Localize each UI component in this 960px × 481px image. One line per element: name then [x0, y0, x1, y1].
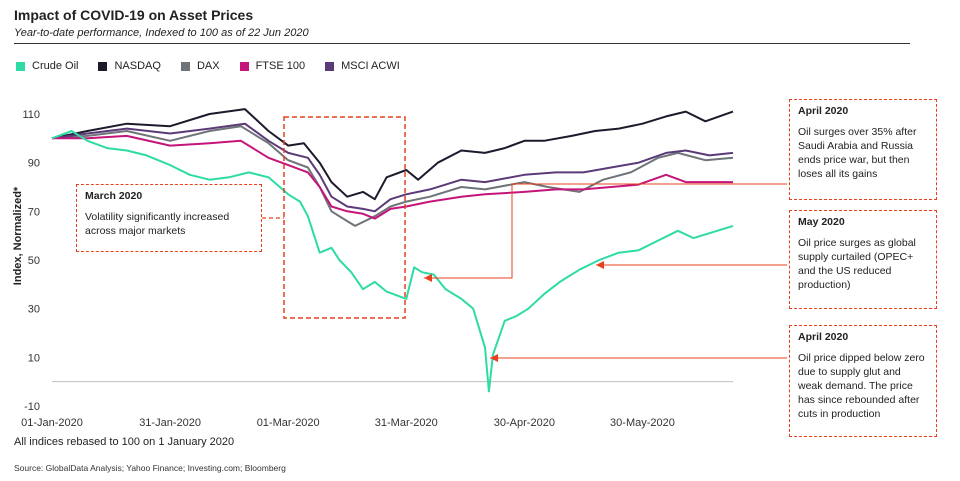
legend-item-nasdaq: NASDAQ [98, 60, 161, 72]
x-tick-labels: 01-Jan-2020 31-Jan-2020 01-Mar-2020 31-Mar-… [21, 417, 675, 429]
annotation-text: Oil price dipped below zero due to suppl… [798, 352, 925, 420]
annotation-text: Volatility significantly increased acros… [85, 211, 230, 237]
oil-surge-connector [424, 183, 787, 279]
y-tick-label: 70 [28, 206, 40, 218]
y-tick-label: 90 [28, 158, 40, 170]
annotation-title: March 2020 [85, 190, 143, 202]
y-axis-label: Index, Normalized* [12, 186, 24, 285]
oil-surge-arrowhead [424, 274, 432, 282]
march-volatility-highlight [283, 116, 406, 319]
x-tick-label: 01-Jan-2020 [21, 417, 83, 429]
footnote: All indices rebased to 100 on 1 January … [14, 436, 235, 448]
source-note: Source: GlobalData Analysis; Yahoo Finan… [14, 463, 286, 473]
annotation-title: April 2020 [798, 331, 849, 343]
annotation-april-2020-oil-surge: April 2020 Oil surges over 35% after Sau… [789, 99, 937, 200]
y-axis-title: Index, Normalized* [12, 186, 24, 285]
series-line-crude-oil [51, 130, 734, 393]
legend-label-ftse: FTSE 100 [255, 60, 306, 72]
annotation-title: May 2020 [798, 216, 845, 228]
legend-label-msci: MSCI ACWI [341, 60, 400, 72]
chart-title: Impact of COVID-19 on Asset Prices [14, 7, 254, 23]
chart-subtitle: Year-to-date performance, Indexed to 100… [14, 27, 309, 39]
below-zero-arrowhead [490, 354, 498, 362]
annotation-march-2020: March 2020 Volatility significantly incr… [76, 184, 262, 252]
x-tick-label: 31-Jan-2020 [139, 417, 201, 429]
series-lines [51, 108, 734, 393]
x-tick-label: 01-Mar-2020 [257, 417, 320, 429]
y-tick-label: 110 [22, 109, 40, 121]
legend-swatch-crude-oil [16, 61, 25, 71]
y-tick-label: 50 [28, 255, 40, 267]
x-tick-label: 30-May-2020 [610, 417, 675, 429]
annotation-april-2020-below-zero: April 2020 Oil price dipped below zero d… [789, 325, 937, 437]
legend-item-ftse: FTSE 100 [239, 60, 306, 72]
legend-label-nasdaq: NASDAQ [114, 60, 161, 72]
x-tick-label: 31-Mar-2020 [375, 417, 438, 429]
annotation-marks [262, 116, 787, 362]
legend-item-dax: DAX [180, 60, 220, 72]
series-line-ftse-100 [52, 134, 733, 220]
legend-item-msci: MSCI ACWI [325, 60, 400, 72]
annotation-may-2020: May 2020 Oil price surges as global supp… [789, 210, 937, 309]
annotation-text: Oil surges over 35% after Saudi Arabia a… [798, 126, 917, 180]
legend-item-crude-oil: Crude Oil [16, 60, 78, 72]
legend-swatch-nasdaq [98, 61, 108, 71]
legend-label-dax: DAX [196, 60, 220, 72]
y-tick-label: 10 [28, 352, 40, 364]
y-tick-label: 30 [28, 304, 40, 316]
y-tick-label: -10 [24, 401, 40, 413]
annotation-text: Oil price surges as global supply curtai… [798, 237, 916, 291]
series-line-dax [51, 125, 734, 227]
legend-swatch-ftse [239, 61, 249, 71]
legend-swatch-dax [180, 61, 190, 71]
may-arrowhead [596, 261, 604, 269]
annotation-title: April 2020 [798, 105, 849, 117]
series-line-nasdaq [51, 108, 734, 201]
chart-legend: Crude Oil NASDAQ DAX FTSE 100 MSCI ACWI [16, 60, 400, 72]
legend-swatch-msci [325, 61, 335, 71]
x-tick-label: 30-Apr-2020 [494, 417, 555, 429]
title-divider [14, 43, 910, 44]
y-tick-labels: 110 90 70 50 30 10 -10 [22, 109, 40, 413]
legend-label-crude-oil: Crude Oil [32, 60, 79, 72]
series-line-msci-acwi [51, 122, 734, 213]
